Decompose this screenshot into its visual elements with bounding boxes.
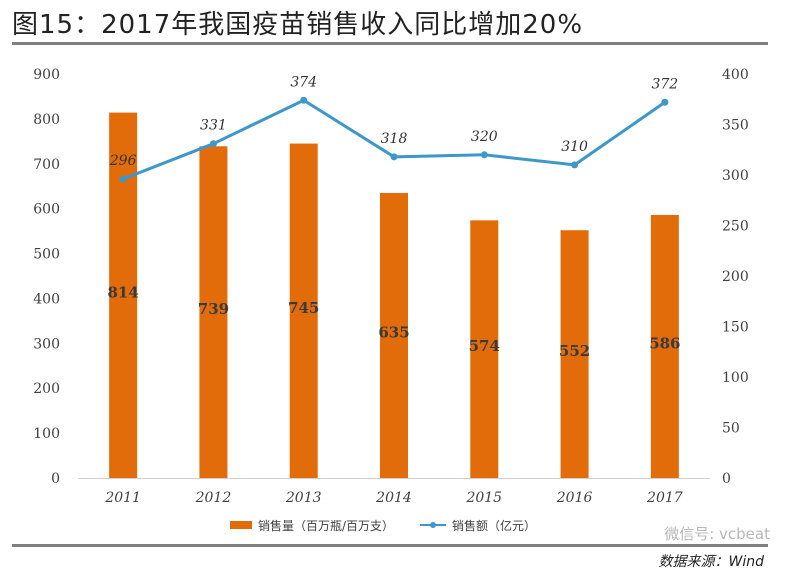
- bottom-divider: [12, 544, 768, 547]
- y-left-tick-label: 600: [33, 202, 60, 218]
- bar: [650, 214, 679, 478]
- bar: [380, 192, 408, 478]
- x-tick-label: 2016: [556, 490, 593, 506]
- bar-value-label: 814: [107, 283, 138, 301]
- y-right-tick-label: 250: [722, 219, 749, 235]
- legend: 销售量（百万瓶/百万支） 销售额（亿元）: [230, 516, 536, 534]
- bar-value-label: 739: [198, 300, 229, 318]
- y-right-tick-label: 400: [722, 67, 749, 83]
- y-right-tick-label: 0: [722, 471, 731, 487]
- watermark-text: 微信号: vcbeat: [664, 525, 770, 543]
- legend-item-bar: 销售量（百万瓶/百万支）: [230, 517, 394, 534]
- bar-value-label: 586: [649, 334, 680, 352]
- legend-item-line: 销售额（亿元）: [420, 517, 536, 534]
- line-point: [571, 161, 579, 169]
- x-tick-label: 2011: [104, 490, 141, 506]
- bar-value-label: 552: [559, 342, 590, 360]
- x-tick-label: 2017: [646, 490, 683, 506]
- line-point: [661, 98, 669, 106]
- bar: [470, 220, 499, 479]
- line-point: [209, 140, 217, 148]
- legend-swatch-line: [420, 520, 447, 530]
- line-value-label: 296: [109, 153, 137, 169]
- y-left-tick-label: 200: [33, 381, 60, 397]
- y-left-tick-label: 300: [33, 336, 60, 352]
- y-left-tick-label: 800: [33, 112, 60, 128]
- line-point: [480, 151, 488, 159]
- bar: [199, 146, 228, 478]
- y-right-tick-label: 350: [722, 118, 749, 134]
- y-right-tick-label: 150: [722, 320, 749, 336]
- y-left-tick-label: 100: [33, 426, 60, 442]
- line-point: [390, 153, 398, 161]
- legend-swatch-bar: [230, 521, 252, 529]
- source-note: 数据来源：Wind: [658, 554, 765, 570]
- line-value-label: 372: [651, 76, 678, 92]
- y-right-tick-label: 100: [722, 370, 749, 386]
- legend-label-bar: 销售量（百万瓶/百万支）: [258, 518, 395, 533]
- y-right-tick-label: 200: [722, 269, 749, 285]
- line-value-label: 374: [290, 74, 317, 90]
- top-divider: [12, 42, 768, 45]
- x-tick-label: 2015: [465, 490, 502, 506]
- y-left-tick-label: 900: [33, 67, 60, 83]
- y-left-tick-label: 700: [33, 157, 60, 173]
- bar: [109, 112, 138, 479]
- legend-label-line: 销售额（亿元）: [452, 518, 537, 533]
- line-value-label: 320: [471, 129, 498, 145]
- line-point: [300, 96, 308, 104]
- bar-value-label: 574: [469, 337, 500, 355]
- line-value-label: 331: [200, 118, 227, 134]
- x-tick-label: 2012: [195, 490, 232, 506]
- chart-title: 图15：2017年我国疫苗销售收入同比增加20%: [12, 10, 584, 40]
- bar: [560, 230, 589, 478]
- y-left-tick-label: 0: [51, 471, 60, 487]
- bar-value-label: 635: [378, 323, 409, 341]
- bar-value-label: 745: [288, 299, 319, 317]
- y-left-tick-label: 400: [33, 291, 60, 307]
- x-tick-label: 2013: [285, 490, 322, 506]
- y-right-tick-label: 50: [722, 421, 740, 437]
- line-point: [119, 175, 127, 183]
- y-left-tick-label: 500: [33, 247, 60, 263]
- y-right-tick-label: 300: [722, 168, 749, 184]
- line-value-label: 310: [561, 139, 588, 155]
- bar: [289, 143, 318, 479]
- line-value-label: 318: [381, 131, 408, 147]
- x-tick-label: 2014: [375, 490, 412, 506]
